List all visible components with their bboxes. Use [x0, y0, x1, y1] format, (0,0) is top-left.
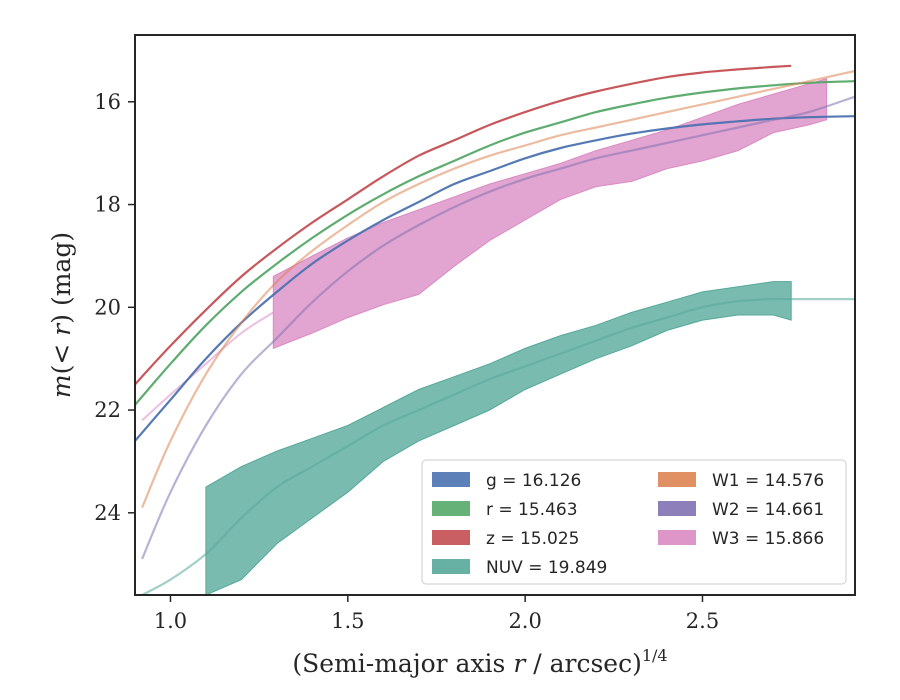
tick-layer: 1.0 1.5 2.0 2.5 16 18 20 22 24 [94, 90, 719, 633]
legend-swatch-r [432, 501, 470, 516]
legend-box [421, 459, 847, 585]
legend-label-w2: W2 = 14.661 [712, 500, 824, 520]
y-tick-label: 16 [94, 90, 121, 114]
x-tick-label: 2.5 [686, 609, 719, 633]
y-tick-label: 18 [94, 193, 121, 217]
band-layer [205, 78, 828, 595]
legend-label-r: r = 15.463 [486, 500, 578, 520]
y-tick-label: 22 [94, 398, 121, 422]
plot-frame [134, 34, 856, 596]
band-nuv [205, 281, 792, 595]
legend-label-nuv: NUV = 19.849 [486, 558, 607, 578]
legend-label-g: g = 16.126 [486, 471, 581, 491]
legend-swatch-z [432, 530, 470, 545]
legend-swatch-w2 [658, 501, 696, 516]
y-tick-label: 20 [94, 295, 121, 319]
legend-label-w3: W3 = 15.866 [712, 529, 824, 549]
x-tick-label: 1.0 [154, 609, 187, 633]
x-axis-label: (Semi-major axis r / arcsec)1/4 [292, 646, 667, 678]
legend-swatch-g [432, 472, 470, 487]
series-line-nuv [141, 297, 855, 595]
series-line-w2 [141, 95, 855, 560]
y-axis-label: m(< r) (mag) [47, 232, 76, 398]
legend-swatch-nuv [432, 559, 470, 574]
legend-label-w1: W1 = 14.576 [712, 471, 824, 491]
series-line-z [135, 64, 792, 386]
legend-swatch-w1 [658, 472, 696, 487]
y-tick-label: 24 [94, 501, 121, 525]
series-line-w1 [141, 69, 855, 509]
legend-label-z: z = 15.025 [486, 529, 579, 549]
x-tick-label: 2.0 [508, 609, 541, 633]
legend: g = 16.126 r = 15.463 z = 15.025 NUV = 19.8… [421, 459, 847, 585]
legend-swatch-w3 [658, 530, 696, 545]
series-extension-w3 [141, 311, 274, 422]
band-w3 [272, 78, 828, 350]
series-line-r [135, 80, 855, 406]
series-line-g [135, 115, 855, 442]
line-layer [135, 64, 855, 595]
x-tick-label: 1.5 [331, 609, 364, 633]
